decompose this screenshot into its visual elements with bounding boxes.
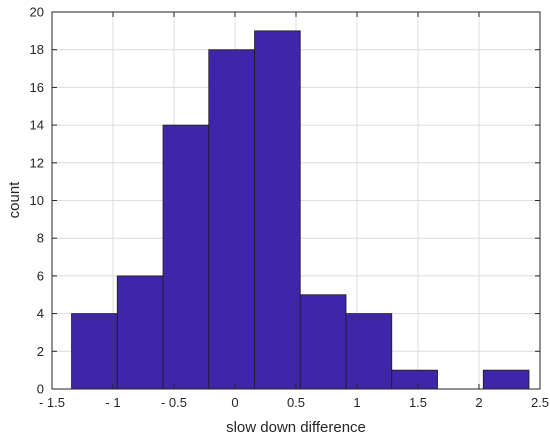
x-axis-label: slow down difference bbox=[226, 419, 366, 436]
y-tick-label: 14 bbox=[30, 118, 44, 133]
x-tick-label: 1.5 bbox=[409, 395, 427, 410]
histogram-bar bbox=[254, 30, 301, 390]
x-tick-label: - 1.5 bbox=[39, 395, 65, 410]
histogram-bar bbox=[208, 49, 255, 390]
y-tick-label: 20 bbox=[30, 5, 44, 20]
y-tick-label: 8 bbox=[37, 231, 44, 246]
x-tick-label: - 0.5 bbox=[161, 395, 187, 410]
x-tick-label: 1 bbox=[353, 395, 360, 410]
y-tick-label: 6 bbox=[37, 268, 44, 283]
y-tick-label: 2 bbox=[37, 344, 44, 359]
x-tick-label: 0 bbox=[231, 395, 238, 410]
histogram-bar bbox=[345, 313, 393, 390]
x-tick-label: - 1 bbox=[105, 395, 120, 410]
histogram-bar bbox=[391, 369, 438, 390]
x-tick-label: 2.5 bbox=[531, 395, 549, 410]
y-tick-label: 4 bbox=[37, 306, 44, 321]
y-tick-label: 12 bbox=[30, 155, 44, 170]
histogram-bar bbox=[116, 275, 164, 390]
y-tick-label: 10 bbox=[30, 193, 44, 208]
x-axis-ticks: - 1.5 - 1 - 0.5 0 0.5 1 1.5 2 2.5 bbox=[39, 12, 549, 410]
histogram-bar bbox=[162, 124, 210, 390]
histogram-bar bbox=[299, 294, 347, 390]
histogram-bar bbox=[482, 369, 530, 390]
bars bbox=[71, 30, 530, 390]
y-axis-label: count bbox=[6, 181, 23, 219]
x-tick-label: 0.5 bbox=[287, 395, 305, 410]
y-tick-label: 16 bbox=[30, 80, 44, 95]
y-tick-label: 0 bbox=[37, 382, 44, 397]
histogram-bar bbox=[71, 313, 118, 390]
y-tick-label: 18 bbox=[30, 42, 44, 57]
y-axis-ticks: 0 2 4 6 8 10 12 14 16 18 20 bbox=[30, 5, 540, 397]
x-tick-label: 2 bbox=[475, 395, 482, 410]
